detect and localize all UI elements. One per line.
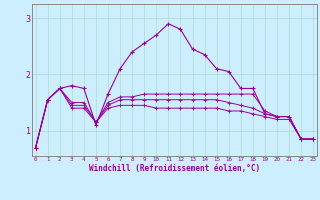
X-axis label: Windchill (Refroidissement éolien,°C): Windchill (Refroidissement éolien,°C)	[89, 164, 260, 173]
